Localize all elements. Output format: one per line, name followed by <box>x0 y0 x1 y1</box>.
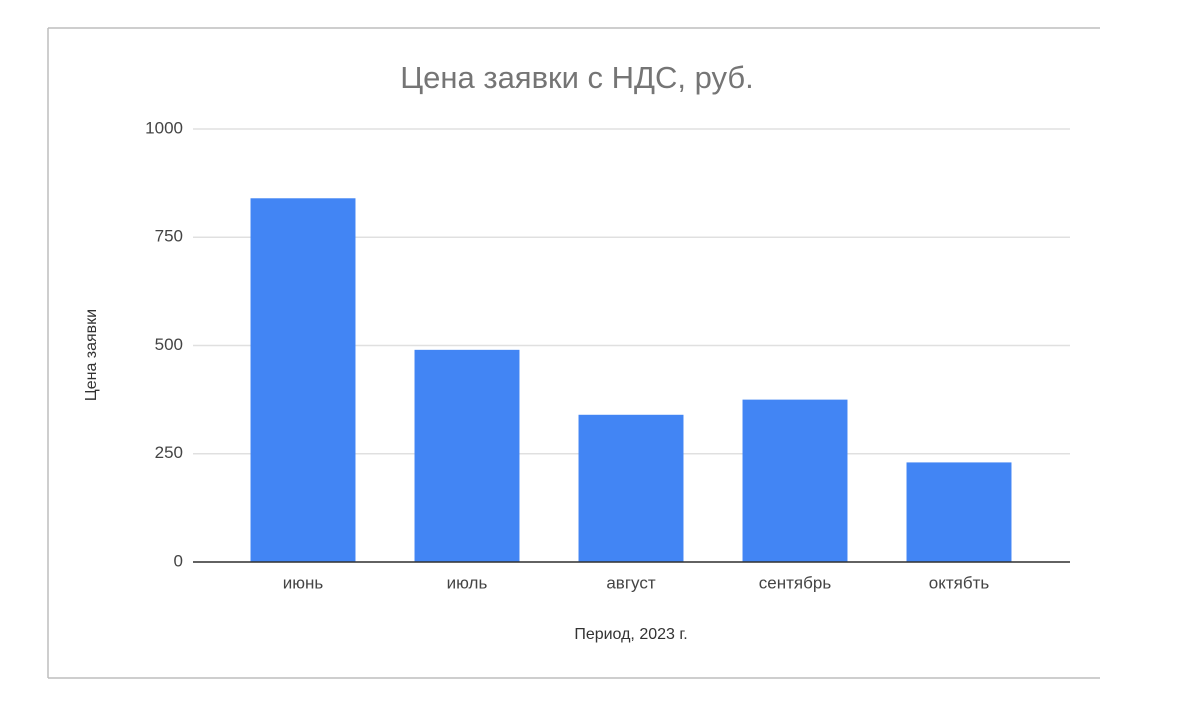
chart-title: Цена заявки с НДС, руб. <box>400 60 754 95</box>
x-tick-label: июнь <box>283 573 324 592</box>
x-tick-label: сентябрь <box>759 573 832 592</box>
y-tick-label: 500 <box>155 335 183 354</box>
y-tick-label: 0 <box>174 551 183 570</box>
bar <box>578 414 684 562</box>
bar <box>742 399 848 562</box>
y-axis-label: Цена заявки <box>83 309 100 401</box>
x-axis-label: Период, 2023 г. <box>574 626 687 643</box>
y-tick-label: 250 <box>155 443 183 462</box>
y-tick-label: 750 <box>155 227 183 246</box>
bar <box>906 462 1012 562</box>
x-tick-label: октябть <box>929 573 990 592</box>
bar <box>414 349 520 562</box>
y-tick-label: 1000 <box>145 118 183 137</box>
x-tick-label: август <box>606 573 655 592</box>
bar <box>250 198 356 562</box>
x-tick-label: июль <box>447 573 488 592</box>
